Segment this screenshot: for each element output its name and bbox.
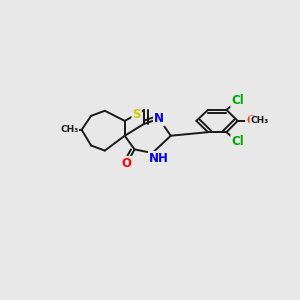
Text: S: S	[132, 108, 141, 121]
Text: O: O	[246, 114, 256, 128]
Text: CH₃: CH₃	[60, 125, 78, 134]
Text: Cl: Cl	[231, 94, 244, 107]
Text: N: N	[154, 112, 164, 125]
Text: O: O	[122, 157, 132, 170]
Text: NH: NH	[149, 152, 169, 165]
Text: CH₃: CH₃	[250, 116, 268, 125]
Text: Cl: Cl	[231, 135, 244, 148]
